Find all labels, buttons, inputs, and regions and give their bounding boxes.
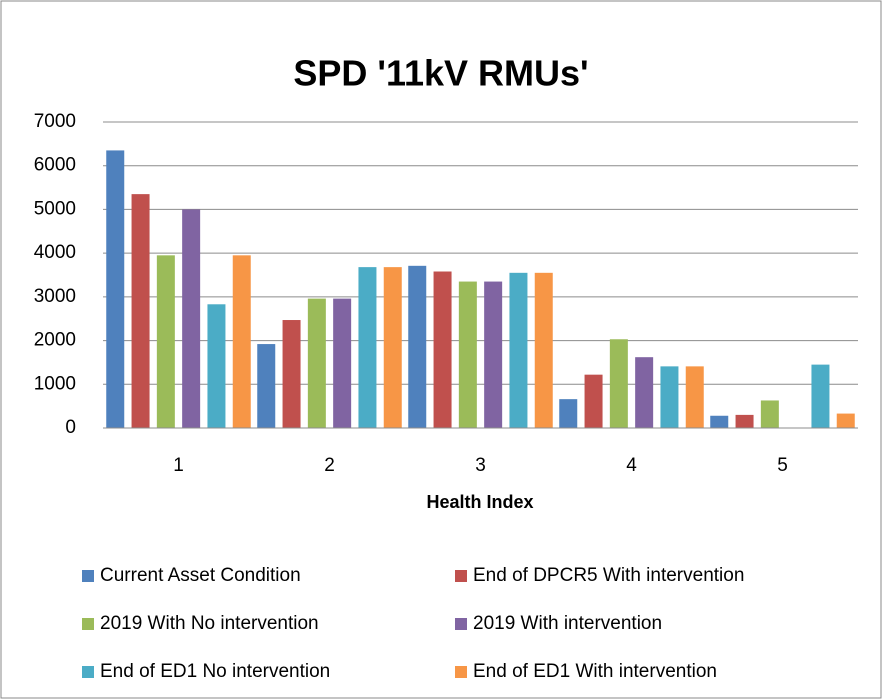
legend-swatch <box>82 570 94 582</box>
y-tick-label: 7000 <box>34 111 76 132</box>
bar <box>131 194 150 428</box>
legend-label: End of ED1 With intervention <box>473 661 717 682</box>
bar <box>182 209 201 428</box>
bar <box>484 281 503 428</box>
x-tick-label: 4 <box>626 455 637 476</box>
bar <box>660 366 679 428</box>
bar <box>207 304 226 428</box>
legend-swatch <box>455 570 467 582</box>
bar <box>383 267 402 428</box>
bar <box>333 298 352 428</box>
legend-label: End of ED1 No intervention <box>100 661 330 682</box>
bar <box>811 364 830 428</box>
bar <box>106 150 125 428</box>
x-tick-label: 3 <box>475 455 486 476</box>
bar <box>433 271 452 428</box>
y-tick-label: 3000 <box>34 286 76 307</box>
bar <box>358 267 377 428</box>
bar <box>710 415 729 428</box>
bar <box>609 339 628 428</box>
y-tick-label: 1000 <box>34 373 76 394</box>
bar <box>509 272 528 428</box>
bar <box>307 298 326 428</box>
bar <box>156 255 175 428</box>
bar <box>282 320 301 428</box>
legend-label: 2019 With No intervention <box>100 613 319 634</box>
bar <box>584 374 603 428</box>
y-tick-label: 2000 <box>34 330 76 351</box>
bar <box>760 400 779 428</box>
legend-label: 2019 With intervention <box>473 613 662 634</box>
bar <box>534 272 553 428</box>
legend-swatch <box>455 666 467 678</box>
bar <box>735 414 754 428</box>
y-tick-label: 4000 <box>34 242 76 263</box>
x-tick-label: 5 <box>777 455 788 476</box>
x-tick-label: 2 <box>324 455 335 476</box>
legend-swatch <box>455 618 467 630</box>
bar <box>408 265 427 428</box>
chart-title: SPD '11kV RMUs' <box>293 53 588 94</box>
bar <box>685 366 704 428</box>
bar <box>232 255 251 428</box>
y-tick-label: 6000 <box>34 155 76 176</box>
x-axis-label: Health Index <box>426 492 533 512</box>
legend-swatch <box>82 666 94 678</box>
y-tick-label: 0 <box>65 417 76 438</box>
bar <box>559 399 578 428</box>
legend-label: End of DPCR5 With intervention <box>473 565 744 586</box>
bar <box>257 344 276 428</box>
legend-swatch <box>82 618 94 630</box>
bar <box>458 281 477 428</box>
legend-label: Current Asset Condition <box>100 565 301 586</box>
y-tick-label: 5000 <box>34 198 76 219</box>
x-tick-label: 1 <box>173 455 184 476</box>
bar <box>836 413 855 428</box>
bar <box>635 357 654 428</box>
